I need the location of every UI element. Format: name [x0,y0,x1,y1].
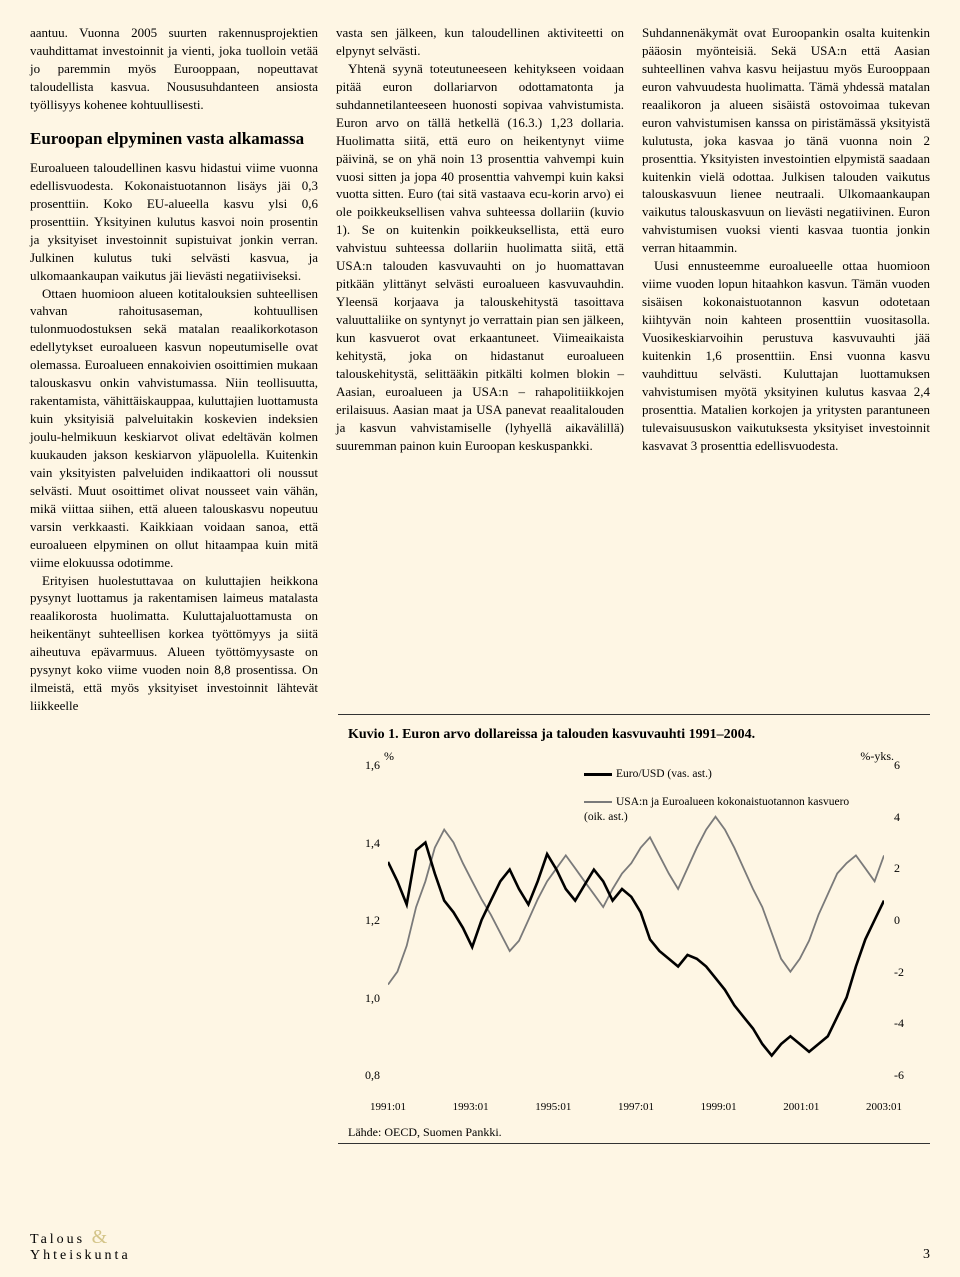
page-number: 3 [923,1247,930,1263]
col3-p1: Suhdannenäkymät ovat Euroopankin osalta … [642,24,930,257]
col2-p1: vasta sen jälkeen, kun taloudellinen akt… [336,24,624,60]
col2-p2: Yhtenä syynä toteutuneeseen kehitykseen … [336,60,624,455]
legend-euro-swatch [584,773,612,776]
chart-plot-area: % %-yks. Euro/USD (vas. ast.) USA:n ja E… [354,753,914,1093]
section-heading: Euroopan elpyminen vasta alkamassa [30,128,318,149]
col3-p2: Uusi ennusteemme euroalueelle ottaa huom… [642,257,930,454]
col1-p2: Euroalueen taloudellinen kasvu hidastui … [30,159,318,285]
legend-gap-swatch [584,801,612,803]
y-right-unit: %-yks. [860,749,894,764]
legend-gap: USA:n ja Euroalueen kokonaistuotannon ka… [584,795,864,825]
col1-p3: Ottaen huomioon alueen kotitalouksien su… [30,285,318,572]
chart-source: Lähde: OECD, Suomen Pankki. [348,1125,920,1140]
col1-p1: aantuu. Vuonna 2005 suurten rakennusproj… [30,24,318,114]
col1-p4: Erityisen huolestuttavaa on kuluttajien … [30,572,318,716]
legend-euro: Euro/USD (vas. ast.) [584,767,712,782]
y-left-unit: % [384,749,394,764]
page-footer: Talous & Yhteiskunta 3 [30,1226,930,1263]
ampersand-icon: & [92,1226,108,1248]
chart-figure: Kuvio 1. Euron arvo dollareissa ja talou… [338,714,930,1144]
chart-title: Kuvio 1. Euron arvo dollareissa ja talou… [348,727,920,743]
footer-logo: Talous & Yhteiskunta [30,1226,131,1263]
column-1: aantuu. Vuonna 2005 suurten rakennusproj… [30,24,318,1134]
